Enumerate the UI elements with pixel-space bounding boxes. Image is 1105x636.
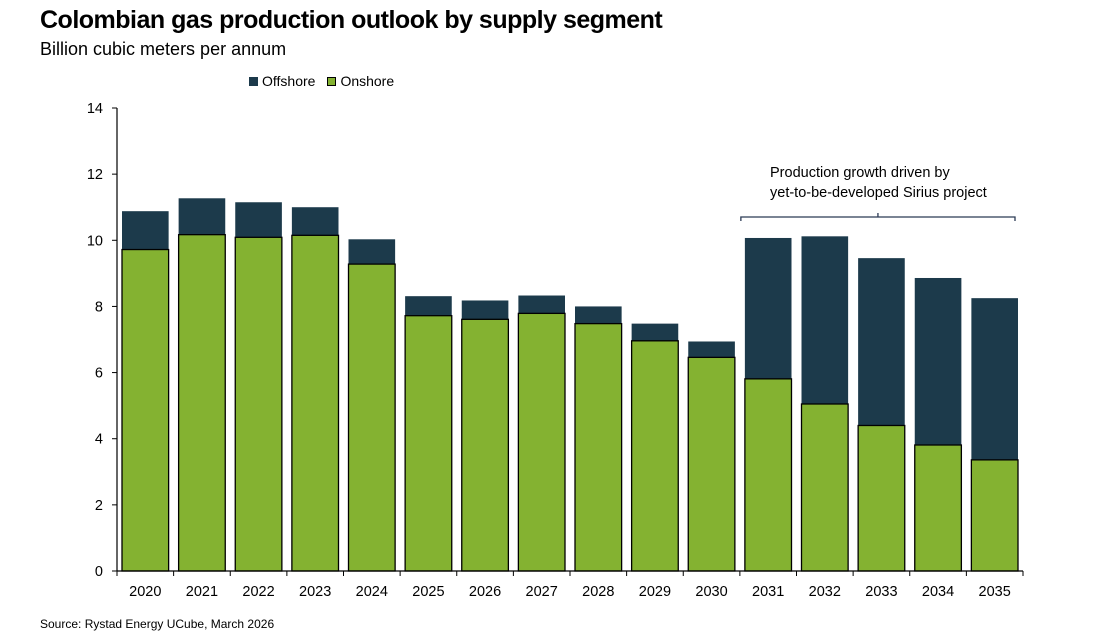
annotation-line-1: Production growth driven by	[770, 165, 950, 181]
bar-onshore-2020	[121, 248, 170, 572]
y-tick-label-0: 0	[95, 564, 103, 580]
y-tick-label-6: 6	[95, 366, 103, 382]
x-tick-label-2025: 2025	[412, 584, 444, 600]
annotation-bracket	[740, 213, 1016, 221]
bar-onshore-2028	[574, 322, 623, 572]
bar-onshore-2026	[461, 318, 510, 572]
x-tick-label-2020: 2020	[129, 584, 161, 600]
bar-offshore-2029	[631, 323, 679, 341]
chart-title: Colombian gas production outlook by supp…	[40, 6, 663, 34]
bar-offshore-2035	[971, 298, 1018, 460]
y-tick-label-10: 10	[87, 233, 103, 249]
bar-onshore-2029	[630, 340, 679, 572]
bar-offshore-2025	[405, 296, 452, 316]
bar-offshore-2023	[291, 207, 339, 236]
bar-onshore-2022	[234, 236, 283, 572]
source-note: Source: Rystad Energy UCube, March 2026	[40, 617, 275, 631]
bar-offshore-2024	[348, 239, 396, 265]
bar-offshore-2021	[178, 198, 226, 235]
bar-onshore-2034	[914, 444, 963, 572]
bar-onshore-2027	[517, 312, 566, 572]
x-tick-label-2035: 2035	[979, 584, 1011, 600]
bar-offshore-2030	[688, 341, 735, 358]
y-tick-label-8: 8	[95, 299, 103, 315]
bar-offshore-2028	[575, 306, 622, 324]
legend-swatch-offshore	[249, 76, 258, 86]
y-tick-label-4: 4	[95, 432, 103, 448]
bar-offshore-2022	[235, 202, 282, 238]
bar-onshore-2031	[744, 378, 793, 572]
bar-onshore-2025	[404, 315, 453, 572]
legend-item-offshore: Offshore	[249, 73, 315, 89]
x-tick-label-2034: 2034	[922, 584, 954, 600]
y-tick-label-2: 2	[95, 498, 103, 514]
bar-offshore-2020	[122, 211, 169, 250]
annotation-bracket-line	[740, 213, 1016, 221]
x-tick-label-2028: 2028	[582, 584, 614, 600]
annotation-line-2: yet-to-be-developed Sirius project	[770, 185, 987, 201]
bar-onshore-2032	[800, 403, 849, 572]
bar-onshore-2021	[177, 234, 226, 572]
x-tick-label-2027: 2027	[526, 584, 558, 600]
bar-onshore-2023	[291, 234, 340, 572]
bar-offshore-2031	[744, 237, 792, 379]
bar-onshore-2024	[347, 263, 396, 572]
legend-item-onshore: Onshore	[327, 73, 394, 89]
bar-offshore-2033	[858, 258, 905, 426]
bar-offshore-2026	[461, 300, 509, 320]
x-tick-label-2023: 2023	[299, 584, 331, 600]
x-tick-label-2026: 2026	[469, 584, 501, 600]
x-tick-label-2033: 2033	[865, 584, 897, 600]
chart-subtitle: Billion cubic meters per annum	[40, 39, 287, 59]
legend: Offshore Onshore	[249, 73, 406, 89]
x-tick-label-2029: 2029	[639, 584, 671, 600]
y-tick-label-14: 14	[87, 101, 103, 117]
bar-offshore-2034	[914, 277, 962, 445]
bar-offshore-2032	[801, 236, 849, 404]
x-tick-label-2024: 2024	[356, 584, 388, 600]
bar-onshore-2030	[687, 356, 736, 572]
axes-group: 2020 2021 2022 2023 2024 2025 2026 2027 2028 2029…	[87, 101, 1024, 600]
annotation-text: Production growth driven by yet-to-be-de…	[770, 163, 987, 203]
y-tick-label-12: 12	[87, 167, 103, 183]
x-tick-label-2031: 2031	[752, 584, 784, 600]
x-tick-label-2030: 2030	[695, 584, 727, 600]
legend-swatch-onshore	[327, 76, 337, 86]
legend-label-offshore: Offshore	[262, 73, 316, 89]
bar-onshore-2035	[970, 459, 1019, 572]
bars-group	[121, 198, 1019, 572]
x-tick-label-2022: 2022	[242, 584, 274, 600]
x-tick-label-2021: 2021	[186, 584, 218, 600]
legend-label-onshore: Onshore	[340, 73, 395, 89]
bar-onshore-2033	[857, 424, 906, 572]
bar-offshore-2027	[518, 295, 565, 314]
x-tick-label-2032: 2032	[809, 584, 841, 600]
